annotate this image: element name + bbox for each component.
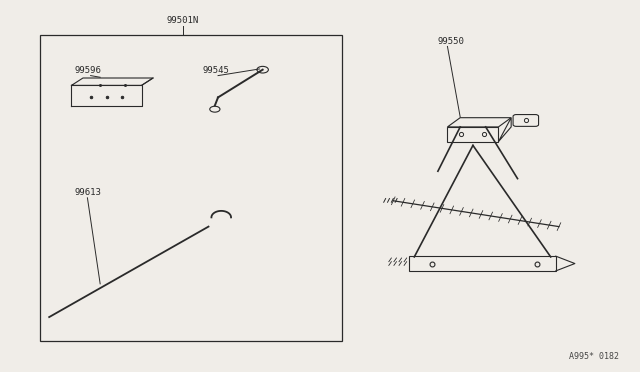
Text: 99613: 99613 (75, 188, 102, 197)
Text: 99545: 99545 (202, 66, 229, 75)
Text: 99501N: 99501N (167, 16, 199, 25)
Text: 99550: 99550 (438, 37, 465, 46)
Bar (40, 35, 342, 341)
Text: 99596: 99596 (75, 66, 102, 75)
Text: A995* 0182: A995* 0182 (570, 352, 620, 361)
